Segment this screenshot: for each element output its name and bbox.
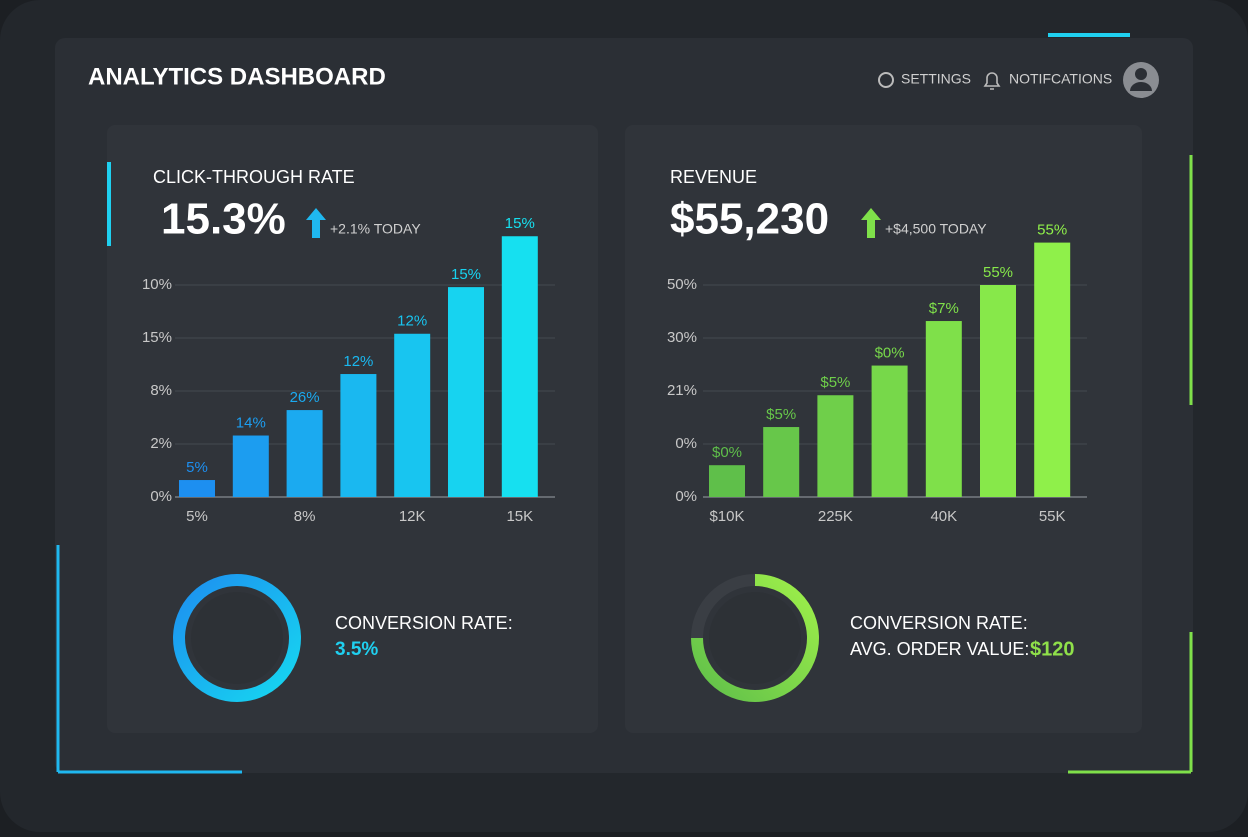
- x-tick-label: $10K: [709, 508, 744, 525]
- bar: [871, 365, 908, 497]
- y-tick-label: 0%: [675, 435, 697, 452]
- y-tick-label: 50%: [667, 276, 697, 293]
- notifications-link[interactable]: NOTIFCATIONS: [1009, 71, 1112, 87]
- bar: [179, 480, 215, 497]
- data-label: $7%: [929, 300, 959, 317]
- data-label: 14%: [236, 414, 266, 431]
- bar: [394, 333, 431, 497]
- x-tick-label: 40K: [930, 508, 957, 525]
- bar: [817, 395, 854, 497]
- donut-hole: [709, 592, 801, 684]
- data-label: 15%: [451, 266, 481, 283]
- conversion-value: 3.5%: [335, 639, 378, 660]
- up-arrow: [861, 208, 881, 238]
- card-title: CLICK-THROUGH RATE: [153, 167, 355, 187]
- bar: [340, 374, 377, 497]
- bar: [1034, 242, 1071, 497]
- y-tick-label: 15%: [142, 329, 172, 346]
- settings-link[interactable]: SETTINGS: [901, 71, 971, 87]
- data-label: $0%: [712, 444, 742, 461]
- avatar-body: [1130, 82, 1152, 91]
- data-label: 12%: [397, 313, 427, 330]
- bar: [501, 236, 538, 498]
- up-arrow: [306, 208, 326, 238]
- card-title: REVENUE: [670, 167, 757, 187]
- data-label: $5%: [766, 406, 796, 423]
- donut-hole: [191, 592, 283, 684]
- data-label: $0%: [875, 345, 905, 362]
- order-value: $120: [1030, 638, 1075, 660]
- app-title: ANALYTICS DASHBOARD: [88, 63, 386, 90]
- donut-ring: [691, 574, 819, 702]
- conversion-label: CONVERSION RATE:: [335, 613, 513, 633]
- y-tick-label: 2%: [150, 435, 172, 452]
- x-tick-label: 5%: [186, 508, 208, 525]
- x-tick-label: 15K: [506, 508, 533, 525]
- bar: [925, 321, 962, 497]
- data-label: 5%: [186, 459, 208, 476]
- data-label: $5%: [820, 374, 850, 391]
- change: +2.1% TODAY: [330, 221, 421, 237]
- notifications-icon[interactable]: [983, 72, 1001, 90]
- metric: 15.3%: [161, 195, 286, 244]
- x-tick-label: 225K: [818, 508, 853, 525]
- conversion-label: CONVERSION RATE:: [850, 613, 1028, 633]
- y-tick-label: 8%: [150, 382, 172, 399]
- y-tick-label: 0%: [675, 488, 697, 505]
- change: +$4,500 TODAY: [885, 221, 987, 237]
- data-label: 26%: [290, 389, 320, 406]
- x-tick-label: 12K: [399, 508, 426, 525]
- bar: [448, 287, 484, 497]
- data-label: 55%: [1037, 222, 1067, 239]
- data-label: 12%: [343, 353, 373, 370]
- y-tick-label: 21%: [667, 382, 697, 399]
- metric: $55,230: [670, 195, 829, 244]
- data-label: 15%: [505, 215, 535, 232]
- bar: [980, 285, 1016, 497]
- x-tick-label: 8%: [294, 508, 316, 525]
- y-tick-label: 0%: [150, 488, 172, 505]
- bar: [286, 410, 323, 497]
- data-label: 55%: [983, 264, 1013, 281]
- y-tick-label: 30%: [667, 329, 697, 346]
- order-label: AVG. ORDER VALUE:: [850, 639, 1029, 659]
- x-tick-label: 55K: [1039, 508, 1066, 525]
- avatar-head: [1135, 68, 1147, 80]
- settings-icon[interactable]: [878, 72, 894, 88]
- bar: [763, 427, 800, 497]
- y-tick-label: 10%: [142, 276, 172, 293]
- donut-ring: [173, 574, 301, 702]
- bar: [709, 465, 745, 497]
- bar: [232, 435, 269, 497]
